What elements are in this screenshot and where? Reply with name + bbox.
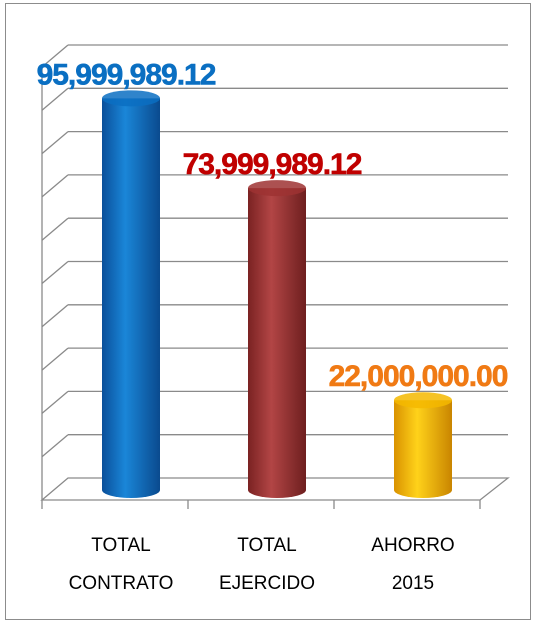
gridline-side — [41, 217, 69, 241]
category-label: EJERCIDO — [219, 573, 315, 594]
value-labels: 95,999,989.12 73,999,989.12 22,000,000.00 — [36, 58, 509, 394]
bar — [394, 392, 452, 498]
gridline-side — [41, 390, 69, 414]
bar-top — [248, 180, 306, 197]
value-label: 22,000,000.00 — [329, 360, 508, 393]
gridline-side — [41, 304, 69, 328]
gridline-side — [41, 87, 69, 111]
bar-top — [394, 392, 452, 409]
value-label: 73,999,989.12 — [183, 148, 362, 181]
bar-top — [102, 90, 160, 107]
gridline-side — [41, 434, 69, 458]
gridline-side — [41, 347, 69, 371]
gridline-side — [41, 131, 69, 155]
category-label: TOTAL — [91, 535, 150, 556]
bar-body — [102, 98, 160, 499]
category-label: TOTAL — [237, 535, 296, 556]
gridline-side — [41, 174, 69, 198]
category-label: AHORRO — [371, 535, 454, 556]
bars — [102, 90, 452, 499]
bar-body — [248, 188, 306, 498]
value-label: 95,999,989.12 — [37, 58, 216, 91]
category-label: CONTRATO — [69, 573, 174, 594]
bar — [248, 180, 306, 498]
bar-body — [394, 400, 452, 498]
bar — [102, 90, 160, 499]
gridline-side — [41, 44, 69, 68]
category-labels: TOTAL CONTRATO TOTAL EJERCIDO AHORRO 2015 — [69, 535, 455, 594]
category-label: 2015 — [392, 573, 434, 594]
gridline-side — [41, 261, 69, 284]
